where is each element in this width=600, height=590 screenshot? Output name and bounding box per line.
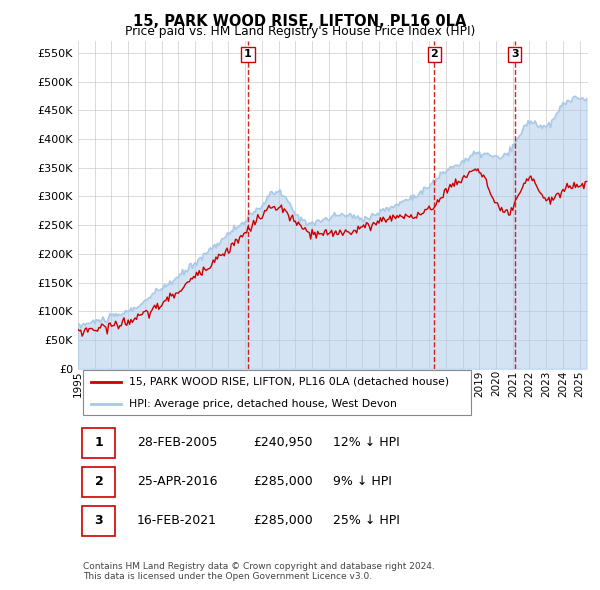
Text: 1: 1 [244, 50, 252, 60]
Text: Price paid vs. HM Land Registry's House Price Index (HPI): Price paid vs. HM Land Registry's House … [125, 25, 475, 38]
Text: 28-FEB-2005: 28-FEB-2005 [137, 437, 217, 450]
Text: 9% ↓ HPI: 9% ↓ HPI [333, 475, 392, 488]
Text: Contains HM Land Registry data © Crown copyright and database right 2024.
This d: Contains HM Land Registry data © Crown c… [83, 562, 435, 582]
Text: HPI: Average price, detached house, West Devon: HPI: Average price, detached house, West… [129, 399, 397, 409]
Text: 16-FEB-2021: 16-FEB-2021 [137, 514, 217, 527]
Text: 15, PARK WOOD RISE, LIFTON, PL16 0LA: 15, PARK WOOD RISE, LIFTON, PL16 0LA [133, 14, 467, 28]
FancyBboxPatch shape [82, 506, 115, 536]
Text: £285,000: £285,000 [253, 475, 313, 488]
Text: 2: 2 [431, 50, 439, 60]
Text: 3: 3 [95, 514, 103, 527]
Text: 12% ↓ HPI: 12% ↓ HPI [333, 437, 400, 450]
FancyBboxPatch shape [82, 428, 115, 458]
Text: £240,950: £240,950 [253, 437, 313, 450]
Text: £285,000: £285,000 [253, 514, 313, 527]
Text: 1: 1 [95, 437, 103, 450]
Text: 3: 3 [511, 50, 518, 60]
FancyBboxPatch shape [83, 371, 471, 415]
FancyBboxPatch shape [82, 467, 115, 497]
Text: 15, PARK WOOD RISE, LIFTON, PL16 0LA (detached house): 15, PARK WOOD RISE, LIFTON, PL16 0LA (de… [129, 377, 449, 387]
Text: 2: 2 [95, 475, 103, 488]
Text: 25-APR-2016: 25-APR-2016 [137, 475, 217, 488]
Text: 25% ↓ HPI: 25% ↓ HPI [333, 514, 400, 527]
